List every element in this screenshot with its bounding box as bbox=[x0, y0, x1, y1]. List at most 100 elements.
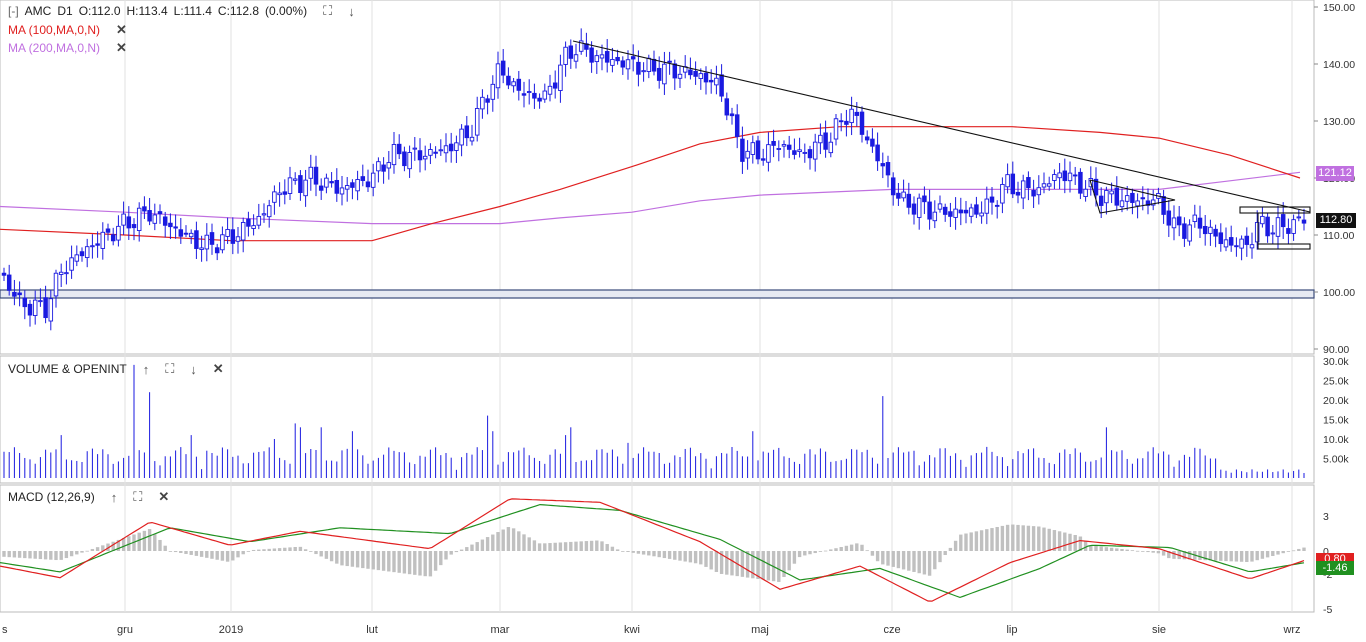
histogram-bar bbox=[257, 549, 261, 551]
histogram-bar bbox=[839, 547, 843, 551]
histogram-bar bbox=[210, 551, 214, 559]
candle-body bbox=[703, 72, 709, 83]
candle-body bbox=[880, 163, 886, 167]
candle-body bbox=[266, 205, 272, 218]
histogram-bar bbox=[974, 531, 979, 551]
histogram-bar bbox=[886, 551, 890, 566]
histogram-bar bbox=[163, 545, 167, 551]
candle-body bbox=[1083, 188, 1088, 197]
candle-body bbox=[126, 216, 132, 229]
candle-body bbox=[1041, 183, 1047, 188]
histogram-bar bbox=[1276, 551, 1280, 555]
histogram-bar bbox=[569, 541, 573, 551]
histogram-bar bbox=[272, 548, 277, 551]
candle-body bbox=[1015, 191, 1021, 196]
trendline-main bbox=[572, 40, 1311, 213]
histogram-bar bbox=[1083, 541, 1088, 551]
histogram-bar bbox=[345, 551, 349, 567]
candle-body bbox=[714, 77, 719, 86]
candle-body bbox=[334, 179, 340, 194]
candle-body bbox=[511, 81, 516, 87]
candle-body bbox=[974, 204, 979, 215]
candle-body bbox=[1265, 216, 1270, 237]
histogram-bar bbox=[501, 529, 505, 551]
histogram-bar bbox=[714, 551, 719, 572]
indicator-ma200[interactable]: MA (200,MA,0,N) ✕ bbox=[8, 40, 133, 56]
histogram-bar bbox=[283, 547, 287, 551]
histogram-bar bbox=[751, 551, 755, 579]
candle-body bbox=[1052, 174, 1057, 181]
candle-body bbox=[500, 60, 506, 76]
price-panel[interactable] bbox=[0, 0, 1315, 355]
histogram-bar bbox=[1182, 551, 1187, 560]
arrow-down-icon[interactable]: ↓ bbox=[348, 3, 355, 19]
close-value: C:112.8 bbox=[217, 4, 260, 18]
candle-body bbox=[604, 51, 610, 63]
candle-body bbox=[100, 231, 106, 249]
candle-body bbox=[807, 149, 813, 159]
candle-body bbox=[1192, 214, 1198, 222]
x-axis-label: cze bbox=[883, 624, 900, 636]
histogram-bar bbox=[1265, 551, 1270, 558]
candle-body bbox=[833, 118, 839, 140]
histogram-bar bbox=[168, 551, 173, 552]
histogram-bar bbox=[834, 548, 838, 551]
volume-header: VOLUME & OPENINT ↑ ⛶ ↓ ✕ bbox=[8, 361, 230, 377]
candle-body bbox=[277, 192, 282, 196]
histogram-bar bbox=[303, 549, 308, 551]
histogram-bar bbox=[797, 551, 802, 558]
maximize-icon[interactable]: ⛶ bbox=[165, 361, 175, 376]
candle-body bbox=[214, 247, 220, 254]
close-icon[interactable]: ✕ bbox=[116, 40, 127, 55]
close-icon[interactable]: ✕ bbox=[158, 489, 170, 504]
histogram-bar bbox=[335, 551, 339, 564]
candle-body bbox=[407, 152, 412, 170]
histogram-bar bbox=[849, 544, 854, 551]
candle-body bbox=[235, 236, 241, 242]
candle-body bbox=[17, 292, 22, 296]
candle-body bbox=[225, 228, 230, 237]
histogram-bar bbox=[28, 551, 32, 559]
close-icon[interactable]: ✕ bbox=[212, 361, 224, 376]
candle-body bbox=[656, 67, 662, 81]
candle-body bbox=[1202, 225, 1208, 235]
arrow-down-icon[interactable]: ↓ bbox=[190, 361, 197, 377]
candle-body bbox=[308, 166, 314, 179]
candle-body bbox=[870, 138, 875, 147]
x-axis-label: 2019 bbox=[219, 624, 243, 636]
maximize-icon[interactable]: ⛶ bbox=[133, 489, 143, 504]
volume-panel[interactable] bbox=[0, 355, 1315, 484]
arrow-up-icon[interactable]: ↑ bbox=[142, 361, 150, 377]
candle-body bbox=[246, 218, 251, 227]
indicator-ma100[interactable]: MA (100,MA,0,N) ✕ bbox=[8, 22, 133, 38]
histogram-bar bbox=[693, 551, 698, 564]
histogram-bar bbox=[231, 551, 235, 561]
gridlines bbox=[124, 0, 1293, 612]
maximize-icon[interactable]: ⛶ bbox=[323, 3, 333, 18]
price-header: [-] AMC D1 O:112.0 H:113.4 L:111.4 C:112… bbox=[8, 3, 361, 19]
candle-body bbox=[79, 251, 85, 257]
histogram-bar bbox=[891, 551, 895, 567]
candle-body bbox=[469, 136, 475, 142]
histogram-bar bbox=[90, 548, 95, 551]
candle-body bbox=[516, 78, 522, 91]
close-icon[interactable]: ✕ bbox=[116, 22, 127, 37]
histogram-bar bbox=[589, 540, 594, 551]
drawings[interactable] bbox=[572, 40, 1311, 250]
candle-body bbox=[677, 73, 683, 79]
collapse-icon[interactable]: [-] bbox=[8, 4, 19, 18]
histogram-bar bbox=[595, 540, 599, 551]
candle-body bbox=[781, 144, 787, 147]
histogram-bar bbox=[43, 551, 48, 560]
candle-body bbox=[355, 179, 360, 192]
price-axis-label: 90.00 bbox=[1323, 344, 1349, 356]
histogram-bar bbox=[543, 543, 547, 551]
support-zone[interactable] bbox=[0, 289, 1315, 299]
histogram-bar bbox=[517, 531, 521, 551]
histogram-bar bbox=[621, 551, 625, 552]
candle-body bbox=[162, 216, 168, 226]
macd-panel[interactable] bbox=[0, 484, 1315, 613]
symbol-label: AMC bbox=[24, 4, 52, 18]
arrow-up-icon[interactable]: ↑ bbox=[110, 489, 118, 505]
